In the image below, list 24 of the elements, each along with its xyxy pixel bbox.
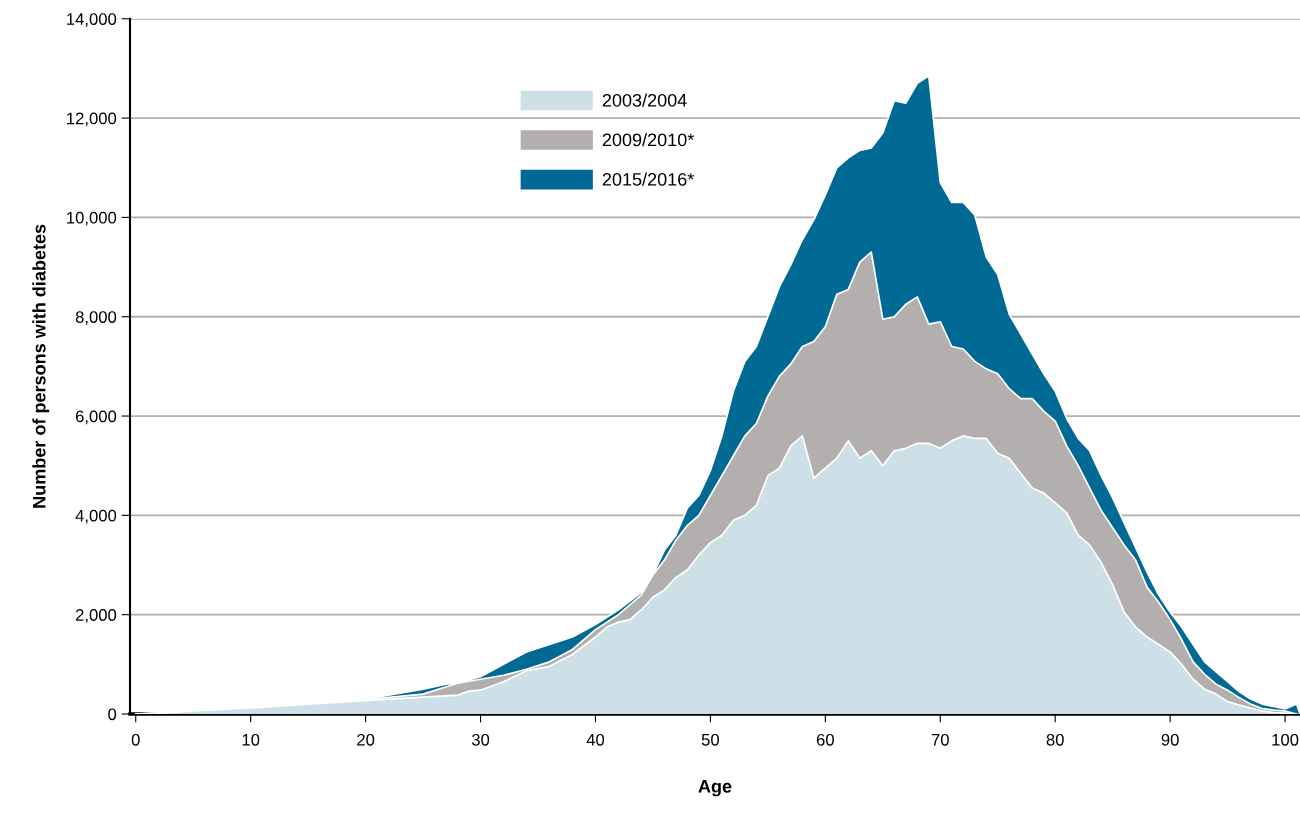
x-tick-label: 0 — [131, 733, 140, 746]
y-tick-label: 14,000 — [67, 13, 117, 27]
legend-label: 2003/2004 — [602, 93, 687, 107]
y-tick-label: 0 — [108, 708, 117, 721]
x-tick-label: 70 — [931, 733, 949, 746]
y-axis-title: Number of persons with diabetes — [32, 224, 50, 508]
y-tick-label: 2,000 — [75, 609, 117, 623]
y-tick-label: 10,000 — [67, 211, 117, 226]
y-tick-label: 12,000 — [67, 112, 117, 127]
y-tick-label: 8,000 — [75, 311, 117, 325]
x-tick-label: 50 — [701, 733, 720, 746]
x-tick-label: 80 — [1046, 733, 1064, 746]
x-tick-label: 100 — [1272, 733, 1299, 746]
x-tick-label: 10 — [242, 733, 260, 746]
x-tick-label: 30 — [471, 733, 490, 746]
legend-label: 2009/2010* — [602, 132, 694, 147]
x-tick-label: 60 — [816, 733, 834, 746]
y-tick-label: 6,000 — [75, 410, 117, 425]
x-tick-label: 90 — [1161, 733, 1179, 746]
x-tick-label: 20 — [357, 733, 375, 746]
y-tick-label: 4,000 — [75, 509, 117, 524]
x-axis-title: Age — [698, 780, 732, 797]
x-tick-label: 40 — [586, 733, 605, 746]
legend-label: 2015/2016* — [602, 172, 694, 186]
